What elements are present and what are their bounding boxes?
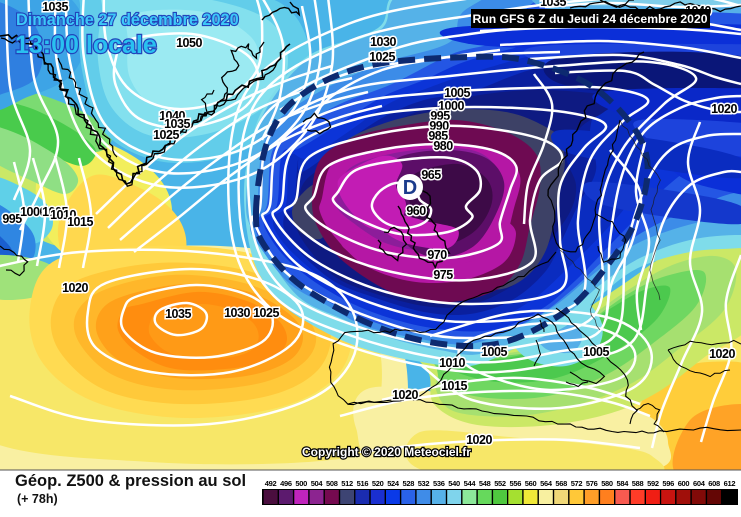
svg-text:504: 504 — [311, 479, 324, 488]
svg-text:1005: 1005 — [42, 205, 68, 219]
svg-text:576: 576 — [586, 479, 598, 488]
svg-text:584: 584 — [616, 479, 629, 488]
svg-text:592: 592 — [647, 479, 659, 488]
svg-text:1020: 1020 — [62, 281, 88, 295]
svg-text:552: 552 — [494, 479, 506, 488]
svg-text:572: 572 — [571, 479, 583, 488]
svg-text:1000: 1000 — [438, 99, 464, 113]
svg-text:1010: 1010 — [439, 356, 465, 370]
svg-text:(+ 78h): (+ 78h) — [17, 492, 58, 506]
svg-text:Run GFS 6 Z du Jeudi 24 décemb: Run GFS 6 Z du Jeudi 24 décembre 2020 — [472, 12, 707, 26]
svg-text:1040: 1040 — [159, 109, 185, 123]
svg-text:524: 524 — [387, 479, 400, 488]
svg-text:1030: 1030 — [224, 306, 250, 320]
svg-text:1025: 1025 — [253, 306, 279, 320]
svg-text:532: 532 — [418, 479, 430, 488]
svg-text:604: 604 — [693, 479, 706, 488]
svg-text:965: 965 — [421, 168, 441, 182]
svg-text:544: 544 — [464, 479, 477, 488]
svg-text:1020: 1020 — [466, 433, 492, 447]
svg-text:1005: 1005 — [444, 86, 470, 100]
svg-text:1020: 1020 — [709, 347, 735, 361]
svg-text:540: 540 — [448, 479, 460, 488]
svg-text:970: 970 — [427, 248, 447, 262]
svg-text:492: 492 — [265, 479, 277, 488]
svg-text:975: 975 — [433, 268, 453, 282]
svg-text:Géop. Z500 & pression au sol: Géop. Z500 & pression au sol — [15, 472, 246, 490]
svg-text:1020: 1020 — [711, 102, 737, 116]
svg-text:1005: 1005 — [583, 345, 609, 359]
svg-text:995: 995 — [2, 212, 22, 226]
svg-text:600: 600 — [678, 479, 690, 488]
svg-text:1035: 1035 — [42, 0, 68, 14]
svg-text:548: 548 — [479, 479, 491, 488]
svg-text:1010: 1010 — [50, 208, 76, 222]
svg-text:D: D — [403, 177, 417, 199]
svg-text:1020: 1020 — [392, 388, 418, 402]
svg-text:1035: 1035 — [165, 307, 191, 321]
svg-text:985: 985 — [428, 129, 448, 143]
svg-text:1035: 1035 — [540, 0, 566, 9]
svg-text:1025: 1025 — [153, 128, 179, 142]
svg-text:500: 500 — [295, 479, 307, 488]
svg-text:1015: 1015 — [441, 379, 467, 393]
svg-text:13:00 locale: 13:00 locale — [15, 31, 157, 59]
svg-text:508: 508 — [326, 479, 338, 488]
svg-text:1025: 1025 — [369, 50, 395, 64]
svg-text:1015: 1015 — [67, 215, 93, 229]
svg-text:990: 990 — [429, 119, 449, 133]
svg-text:516: 516 — [357, 479, 369, 488]
svg-text:1030: 1030 — [370, 35, 396, 49]
svg-text:1035: 1035 — [164, 117, 190, 131]
svg-text:960: 960 — [406, 204, 426, 218]
svg-text:1050: 1050 — [176, 36, 202, 50]
svg-text:580: 580 — [601, 479, 613, 488]
svg-text:496: 496 — [280, 479, 292, 488]
svg-text:1005: 1005 — [481, 345, 507, 359]
svg-text:612: 612 — [724, 479, 736, 488]
svg-text:596: 596 — [662, 479, 674, 488]
svg-text:Dimanche 27 décembre 2020: Dimanche 27 décembre 2020 — [16, 11, 239, 29]
svg-text:556: 556 — [509, 479, 521, 488]
svg-text:588: 588 — [632, 479, 644, 488]
svg-text:512: 512 — [341, 479, 353, 488]
svg-text:528: 528 — [402, 479, 414, 488]
svg-text:608: 608 — [708, 479, 720, 488]
svg-text:520: 520 — [372, 479, 384, 488]
svg-text:560: 560 — [525, 479, 537, 488]
svg-text:980: 980 — [433, 139, 453, 153]
svg-text:564: 564 — [540, 479, 553, 488]
svg-text:1000: 1000 — [20, 205, 46, 219]
svg-text:568: 568 — [555, 479, 567, 488]
svg-text:Copyright © 2020 Meteociel.fr: Copyright © 2020 Meteociel.fr — [302, 445, 471, 459]
svg-text:536: 536 — [433, 479, 445, 488]
svg-text:995: 995 — [430, 109, 450, 123]
